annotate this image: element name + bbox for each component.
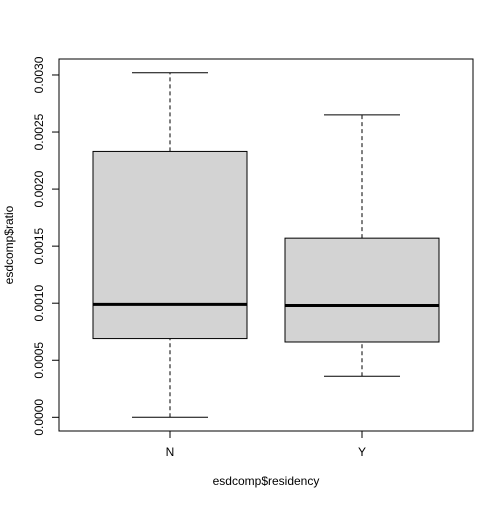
- y-axis-title: esdcomp$ratio: [2, 205, 16, 284]
- x-axis-title: esdcomp$residency: [213, 474, 320, 488]
- iqr-box-y: [284, 237, 440, 343]
- box-y: [284, 114, 440, 377]
- y-tick-label: 0.0000: [32, 399, 46, 436]
- y-axis: 0.0000 0.0005 0.0010 0.0015 0.0020 0.0025 0.00…: [32, 56, 60, 436]
- y-tick-label: 0.0010: [32, 285, 46, 322]
- boxes-layer: [92, 72, 440, 418]
- y-tick-label: 0.0005: [32, 342, 46, 379]
- y-tick-label: 0.0025: [32, 113, 46, 150]
- box-n: [92, 72, 248, 418]
- y-tick-label: 0.0015: [32, 227, 46, 264]
- y-tick-label: 0.0020: [32, 170, 46, 207]
- x-tick-label-y: Y: [358, 445, 366, 459]
- y-tick-label: 0.0030: [32, 56, 46, 93]
- iqr-box-n: [92, 150, 248, 340]
- x-tick-label-n: N: [166, 445, 175, 459]
